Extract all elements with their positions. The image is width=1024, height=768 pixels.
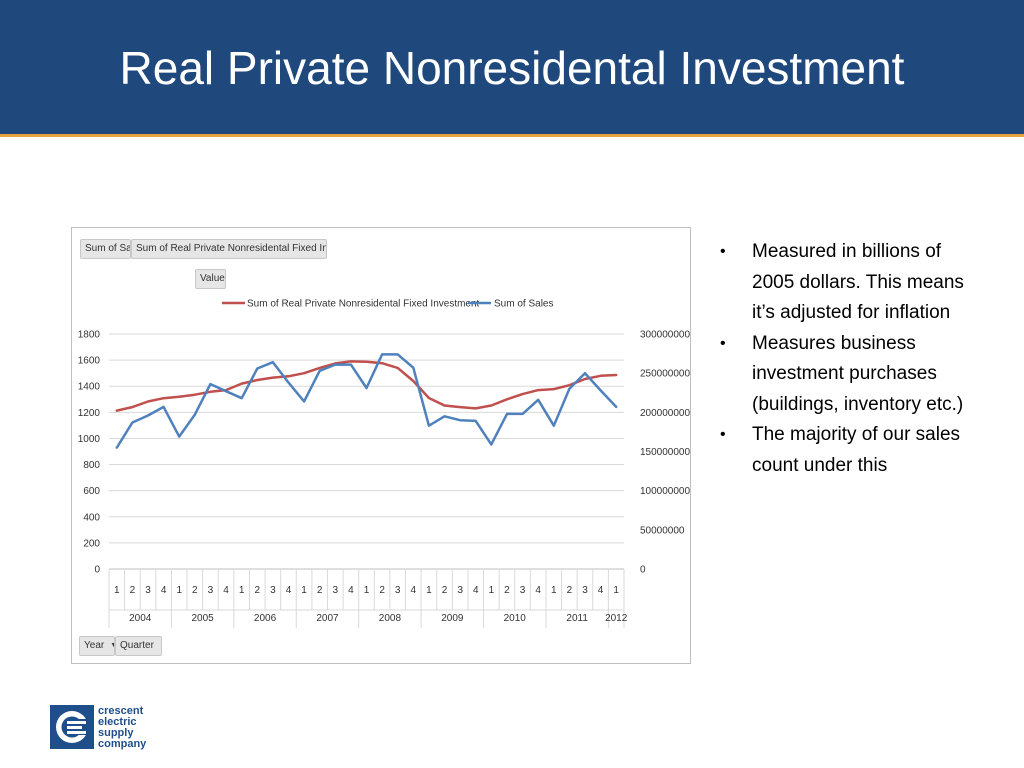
y-right-tick-label: 300000000 [640,330,690,341]
y-right-tick-label: 150000000 [640,447,690,458]
quarter-tick-label: 1 [364,585,370,596]
quarter-tick-label: 4 [223,585,229,596]
title-banner [0,0,1024,134]
year-tick-label: 2009 [441,613,464,624]
investment-series-line [115,360,618,412]
quarter-tick-label: 1 [239,585,245,596]
quarter-tick-label: 3 [457,585,463,596]
quarter-tick-label: 2 [130,585,136,596]
year-filter-label: Year [84,640,105,651]
sum-of-investment-field-label: Sum of Real Private Nonresidental Fixed … [136,243,327,254]
y-left-tick-label: 0 [94,565,100,576]
quarter-tick-label: 1 [426,585,432,596]
y-right-tick-label: 250000000 [640,369,690,380]
logo-wordmark: crescent electric supply company [98,706,146,750]
quarter-tick-label: 4 [535,585,541,596]
logo-line: electric [98,716,137,728]
sum-of-sales-field-label: Sum of Sales [85,243,131,254]
logo-line: supply [98,727,134,739]
y-left-tick-label: 200 [83,538,100,549]
quarter-tick-label: 2 [317,585,323,596]
quarter-tick-label: 4 [348,585,354,596]
year-tick-label: 2005 [192,613,215,624]
bullet-dot-icon: • [720,426,726,443]
y-left-tick-label: 1400 [78,382,101,393]
year-dropdown-arrow-icon: ▼ [110,642,114,649]
quarter-tick-label: 1 [301,585,307,596]
quarter-tick-label: 1 [176,585,182,596]
quarter-tick-label: 3 [582,585,588,596]
quarter-tick-label: 1 [613,585,619,596]
y-right-tick-label: 50000000 [640,525,685,536]
sum-of-sales-field-button[interactable]: Sum of Sales [80,239,131,259]
line-chart: 0 200 400 600 800 1000 1200 1400 1600 1800 0 500000… [78,299,690,628]
quarter-tick-label: 3 [333,585,339,596]
year-tick-label: 2007 [316,613,339,624]
bullet-dot-icon: • [720,334,726,352]
quarter-tick-label: 3 [208,585,214,596]
bullet-item: • Measures business investment purchases … [716,329,978,421]
quarter-tick-label: 1 [551,585,557,596]
values-field-label: Values [200,273,225,284]
quarter-tick-label: 2 [192,585,198,596]
year-tick-label: 2012 [605,613,628,624]
sum-of-investment-field-button[interactable]: Sum of Real Private Nonresidental Fixed … [131,239,327,259]
quarter-filter-label: Quarter [120,640,154,651]
company-logo: crescent electric supply company [50,704,170,754]
quarter-tick-label: 4 [286,585,292,596]
quarter-tick-label: 3 [270,585,276,596]
bullet-text: Measures business investment purchases (… [752,332,964,415]
legend-label-investment: Sum of Real Private Nonresidental Fixed … [247,299,480,310]
values-field-button[interactable]: Values [195,269,226,289]
quarter-filter-button[interactable]: Quarter ▼ [115,636,162,656]
bullet-text: Measured in billions of 2005 dollars. Th… [752,241,964,323]
logo-line: company [98,738,147,750]
quarter-tick-label: 4 [473,585,479,596]
quarter-dropdown-arrow-icon: ▼ [160,642,161,649]
year-tick-label: 2008 [379,613,402,624]
quarter-tick-label: 2 [442,585,448,596]
quarter-tick-label: 4 [598,585,604,596]
y-right-tick-label: 100000000 [640,486,690,497]
bullet-item: • Measured in billions of 2005 dollars. T… [716,237,978,329]
quarter-tick-label: 2 [254,585,260,596]
y-left-tick-label: 1600 [78,356,101,367]
logo-line: crescent [98,705,144,717]
quarter-tick-label: 1 [114,585,120,596]
slide-title: Real Private Nonresidental Investment [119,42,905,94]
year-tick-label: 2004 [129,613,152,624]
quarter-tick-label: 2 [567,585,573,596]
bullet-dot-icon: • [720,243,726,260]
crescent-logo-icon [50,705,94,749]
y-left-tick-label: 800 [83,460,100,471]
year-tick-label: 2011 [566,613,588,624]
quarter-tick-label: 4 [411,585,417,596]
year-tick-label: 2006 [254,613,277,624]
pivot-chart: 0 200 400 600 800 1000 1200 1400 1600 1800 0 500000… [71,227,691,664]
year-tick-label: 2010 [504,613,527,624]
quarter-tick-label: 3 [145,585,151,596]
y-left-tick-label: 600 [83,486,100,497]
bullet-item: • The majority of our sales count under t… [716,420,978,481]
bullet-text: The majority of our sales count under th… [752,424,961,476]
quarter-tick-label: 1 [489,585,495,596]
y-left-tick-label: 1200 [78,408,101,419]
y-left-tick-label: 1800 [78,330,101,341]
title-banner-rule [0,134,1024,137]
y-right-tick-label: 200000000 [640,408,690,419]
bullet-list: • Measured in billions of 2005 dollars. T… [716,237,978,481]
legend-label-sales: Sum of Sales [494,299,553,310]
quarter-tick-label: 2 [379,585,385,596]
year-filter-button[interactable]: Year ▼ [79,636,115,656]
y-left-tick-label: 1000 [78,434,101,445]
y-right-tick-label: 0 [640,565,646,576]
quarter-tick-label: 2 [504,585,510,596]
sales-series-line [115,353,618,449]
quarter-tick-label: 3 [520,585,526,596]
quarter-tick-label: 3 [395,585,401,596]
y-left-tick-label: 400 [83,512,100,523]
quarter-tick-label: 4 [161,585,167,596]
